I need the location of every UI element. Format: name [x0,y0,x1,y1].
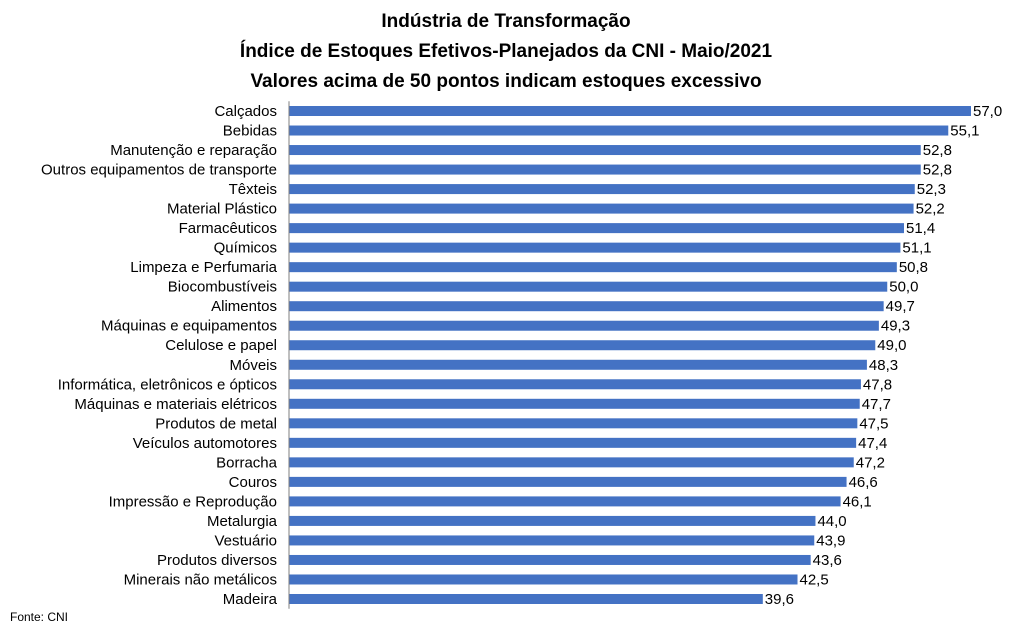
bar [289,340,876,351]
category-label: Celulose e papel [165,337,277,354]
value-label: 44,0 [817,513,846,530]
value-label: 50,0 [889,279,918,296]
value-label: 43,6 [813,552,842,569]
value-label: 46,6 [849,474,878,491]
category-label: Impressão e Reprodução [109,493,277,510]
bar [289,145,921,156]
category-label: Máquinas e equipamentos [101,318,277,335]
category-label: Máquinas e materiais elétricos [74,396,277,413]
value-label: 49,7 [886,298,915,315]
category-label: Minerais não metálicos [124,571,277,588]
value-label: 47,8 [863,376,892,393]
chart-title-line-3: Valores acima de 50 pontos indicam estoq… [250,71,762,92]
category-label: Bebidas [223,123,277,140]
bar [289,515,816,526]
bar [289,164,921,175]
value-label: 50,8 [899,259,928,276]
bar [289,262,897,273]
bar [289,379,861,390]
value-label: 57,0 [973,103,1002,120]
category-label: Material Plástico [167,201,277,218]
bar [289,203,914,214]
value-label: 55,1 [950,123,979,140]
bar [289,223,904,234]
bar [289,106,971,116]
category-label: Manutenção e reparação [110,142,277,159]
bar [289,535,815,546]
category-label: Móveis [229,357,277,374]
bar [289,476,847,487]
category-label: Veículos automotores [133,435,277,452]
category-label: Calçados [214,103,277,120]
chart-title-line-2: Índice de Estoques Efetivos-Planejados d… [239,41,773,62]
chart-title-line-1: Indústria de Transformação [381,11,631,32]
category-label: Químicos [214,240,277,257]
category-label: Têxteis [229,181,277,198]
value-label: 47,4 [858,435,887,452]
bar [289,574,798,585]
value-label: 51,4 [906,220,935,237]
value-label: 42,5 [800,571,829,588]
value-label: 47,5 [859,415,888,432]
bar [289,242,901,253]
bar [289,418,858,429]
category-label: Produtos de metal [155,415,277,432]
bars-group: Calçados 57,0 Bebidas 55,1 Manutenção e repa… [41,103,1002,608]
value-label: 52,3 [917,181,946,198]
value-label: 47,7 [862,396,891,413]
category-label: Couros [229,474,277,491]
category-label: Farmacêuticos [179,220,277,237]
value-label: 49,3 [881,318,910,335]
bar [289,496,841,507]
value-label: 39,6 [765,591,794,608]
category-label: Produtos diversos [157,552,277,569]
category-label: Biocombustíveis [168,279,277,296]
value-label: 52,8 [923,142,952,159]
category-label: Outros equipamentos de transporte [41,162,277,179]
category-label: Alimentos [211,298,277,315]
bar [289,359,867,370]
category-label: Vestuário [214,532,277,549]
value-label: 51,1 [902,240,931,257]
bar [289,398,860,409]
bar [289,184,915,195]
value-label: 47,2 [856,454,885,471]
category-label: Borracha [216,454,278,471]
category-label: Madeira [223,591,278,608]
value-label: 49,0 [877,337,906,354]
source-note: Fonte: CNI [10,610,69,624]
value-label: 46,1 [843,493,872,510]
bar [289,457,854,468]
category-label: Limpeza e Perfumaria [130,259,277,276]
bar [289,437,857,448]
bar [289,301,884,312]
category-label: Metalurgia [207,513,278,530]
value-label: 52,2 [916,201,945,218]
bar [289,320,879,331]
value-label: 52,8 [923,162,952,179]
bar [289,594,763,604]
value-label: 48,3 [869,357,898,374]
bar [289,554,811,565]
bar [289,281,888,292]
bar [289,125,949,136]
category-label: Informática, eletrônicos e ópticos [58,376,277,393]
value-label: 43,9 [816,532,845,549]
